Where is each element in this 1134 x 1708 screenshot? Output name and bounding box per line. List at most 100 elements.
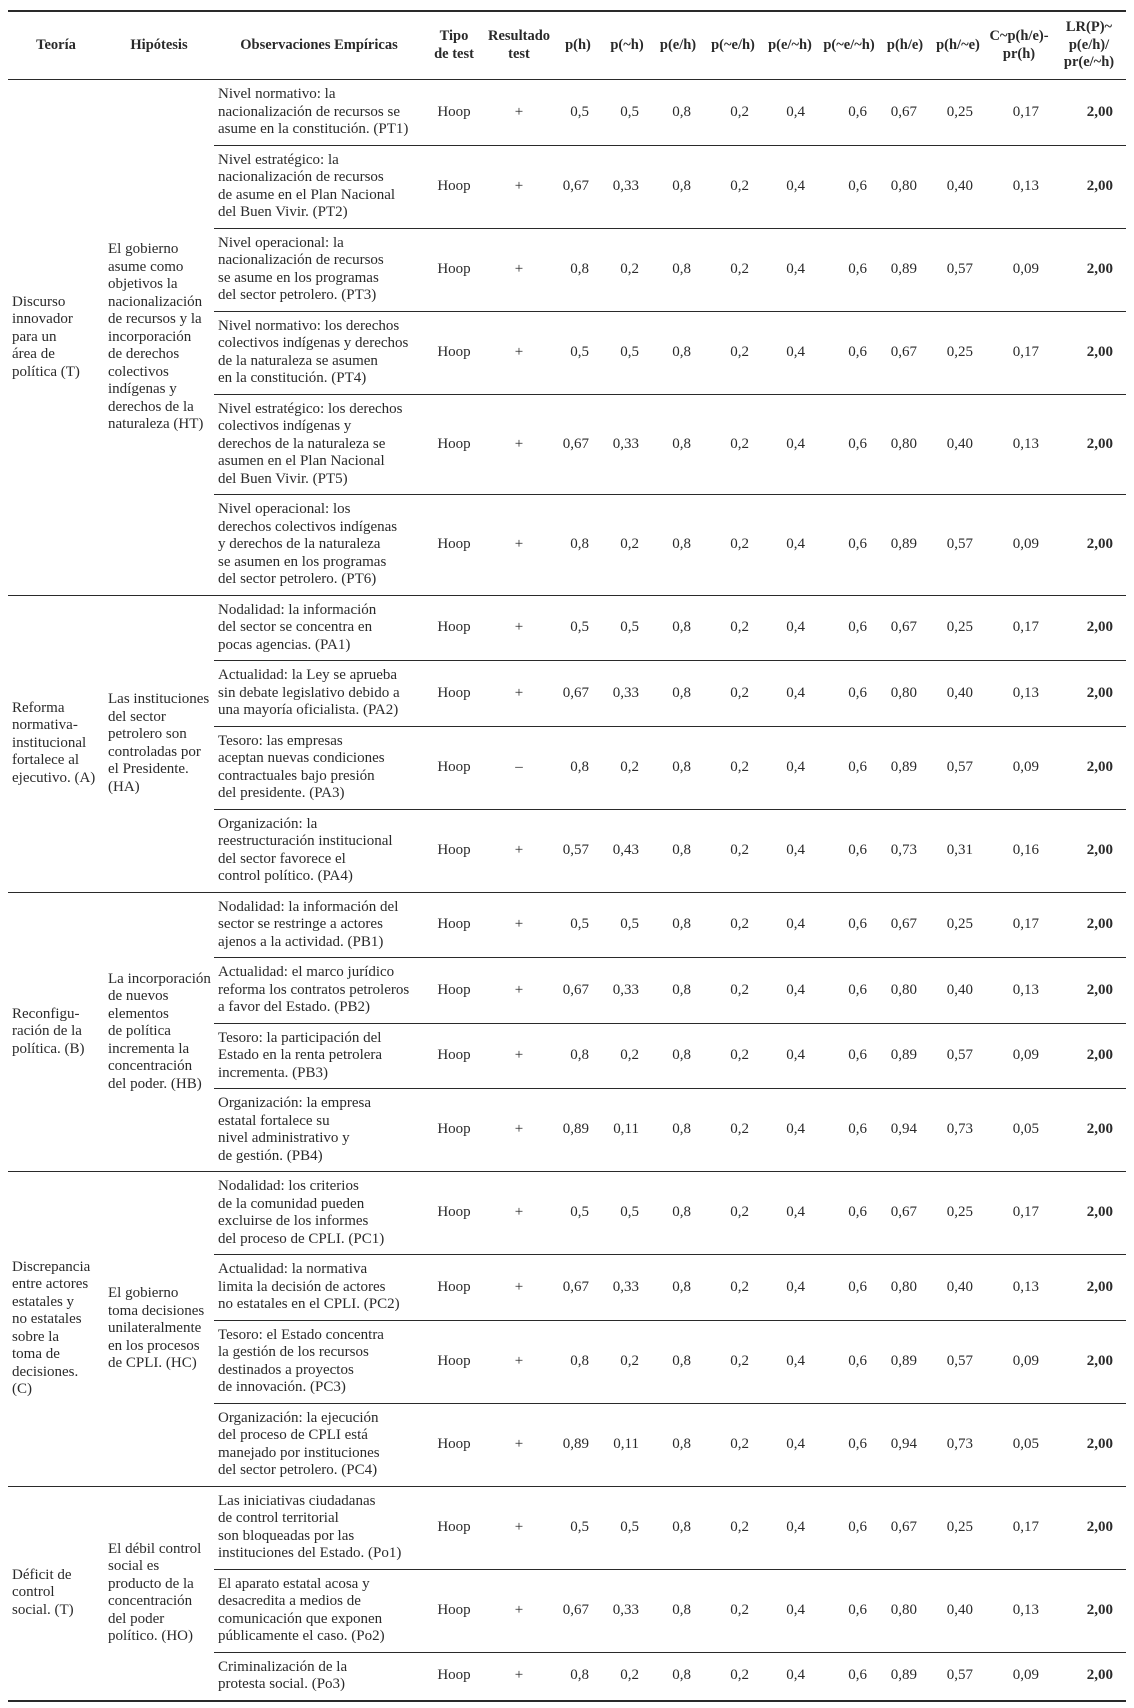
value-cell: 0,5 — [602, 310, 652, 395]
resultado-test-cell: – — [484, 725, 554, 810]
value-cell: 0,33 — [602, 957, 652, 1024]
value-cell: 0,17 — [986, 1171, 1052, 1255]
observation-row: Reconfigu- ración de la política. (B) La … — [8, 891, 1126, 1172]
value-cell: 0,09 — [986, 227, 1052, 312]
value-cell: 0,11 — [602, 1402, 652, 1487]
observacion-cell: Nivel estratégico: la nacionalización de… — [214, 144, 424, 229]
tipo-test-cell: Hoop — [424, 144, 484, 229]
value-cell: 0,4 — [762, 891, 818, 958]
value-cell: 0,6 — [818, 1319, 880, 1404]
value-cell: 0,67 — [880, 310, 930, 395]
observation-row: Tesoro: la participación del Estado en l… — [8, 1022, 1126, 1089]
value-cell: 0,40 — [930, 1254, 986, 1321]
tipo-test-cell: Hoop — [424, 1171, 484, 1255]
observacion-cell: Tesoro: la participación del Estado en l… — [214, 1022, 424, 1089]
observation-row: Reforma normativa- institucional fortale… — [8, 594, 1126, 893]
value-cell: 0,8 — [652, 310, 704, 395]
tipo-test-cell: Hoop — [424, 310, 484, 395]
observation-row: Nivel estratégico: los derechos colectiv… — [8, 393, 1126, 495]
value-cell: 0,4 — [762, 594, 818, 661]
tipo-test-cell: Hoop — [424, 1254, 484, 1321]
resultado-test-cell: + — [484, 594, 554, 661]
value-cell: 0,8 — [554, 227, 602, 312]
value-cell: 0,5 — [602, 594, 652, 661]
tipo-test-cell: Hoop — [424, 594, 484, 661]
value-cell: 0,4 — [762, 808, 818, 893]
observation-row: Actualidad: la normativa limita la decis… — [8, 1254, 1126, 1321]
value-cell: 0,8 — [652, 725, 704, 810]
value-cell: 0,2 — [704, 1022, 762, 1089]
value-cell: 0,6 — [818, 1171, 880, 1255]
value-cell: 0,80 — [880, 144, 930, 229]
value-cell: 2,00 — [1052, 725, 1126, 810]
value-cell: 0,80 — [880, 1254, 930, 1321]
resultado-test-cell: + — [484, 227, 554, 312]
value-cell: 2,00 — [1052, 1485, 1126, 1570]
value-cell: 0,5 — [602, 891, 652, 958]
value-cell: 0,6 — [818, 891, 880, 958]
value-cell: 0,5 — [602, 1485, 652, 1570]
value-cell: 0,2 — [704, 494, 762, 596]
hipotesis-cell: El débil control social es producto de l… — [104, 1485, 214, 1701]
column-header-13: C~p(h/e)- pr(h) — [989, 27, 1049, 62]
value-cell: 0,13 — [986, 393, 1052, 495]
tipo-test-cell: Hoop — [424, 808, 484, 893]
value-cell: 2,00 — [1052, 1171, 1126, 1255]
value-cell: 0,57 — [930, 1319, 986, 1404]
hipotesis-cell: El gobierno asume como objetivos la naci… — [104, 79, 214, 596]
value-cell: 2,00 — [1052, 79, 1126, 146]
value-cell: 0,5 — [554, 891, 602, 958]
value-cell: 2,00 — [1052, 227, 1126, 312]
value-cell: 0,05 — [986, 1088, 1052, 1172]
column-header-7: p(e/h) — [659, 36, 697, 53]
value-cell: 0,13 — [986, 1254, 1052, 1321]
column-header-12: p(h/~e) — [936, 36, 980, 53]
value-cell: 0,2 — [704, 660, 762, 727]
column-header-14: LR(P)~ p(e/h)/ pr(e/~h) — [1063, 19, 1115, 71]
tipo-test-cell: Hoop — [424, 494, 484, 596]
observation-row: Nivel estratégico: la nacionalización de… — [8, 144, 1126, 229]
value-cell: 0,2 — [704, 79, 762, 146]
tipo-test-cell: Hoop — [424, 393, 484, 495]
value-cell: 0,09 — [986, 494, 1052, 596]
value-cell: 0,31 — [930, 808, 986, 893]
value-cell: 0,2 — [704, 808, 762, 893]
hipotesis-cell: Las instituciones del sector petrolero s… — [104, 594, 214, 893]
value-cell: 2,00 — [1052, 1568, 1126, 1653]
value-cell: 0,8 — [652, 393, 704, 495]
value-cell: 0,2 — [704, 144, 762, 229]
value-cell: 0,8 — [652, 1402, 704, 1487]
value-cell: 0,8 — [554, 1022, 602, 1089]
value-cell: 0,13 — [986, 957, 1052, 1024]
value-cell: 0,2 — [704, 1651, 762, 1701]
value-cell: 0,6 — [818, 144, 880, 229]
observacion-cell: Nodalidad: la información del sector se … — [214, 891, 424, 958]
value-cell: 0,57 — [930, 494, 986, 596]
value-cell: 0,25 — [930, 1485, 986, 1570]
value-cell: 0,8 — [554, 1319, 602, 1404]
value-cell: 2,00 — [1052, 1022, 1126, 1089]
value-cell: 0,2 — [704, 227, 762, 312]
value-cell: 0,2 — [704, 1485, 762, 1570]
hipotesis-cell: La incorporación de nuevos elementos de … — [104, 891, 214, 1172]
observation-row: Discurso innovador para un área de polít… — [8, 79, 1126, 596]
value-cell: 0,4 — [762, 310, 818, 395]
value-cell: 0,4 — [762, 79, 818, 146]
value-cell: 0,17 — [986, 1485, 1052, 1570]
value-cell: 0,73 — [930, 1402, 986, 1487]
value-cell: 0,89 — [554, 1088, 602, 1172]
resultado-test-cell: + — [484, 808, 554, 893]
resultado-test-cell: + — [484, 1402, 554, 1487]
value-cell: 0,6 — [818, 725, 880, 810]
value-cell: 0,33 — [602, 1568, 652, 1653]
resultado-test-cell: + — [484, 1088, 554, 1172]
value-cell: 0,6 — [818, 79, 880, 146]
value-cell: 0,67 — [880, 79, 930, 146]
value-cell: 2,00 — [1052, 144, 1126, 229]
column-header-6: p(~h) — [610, 36, 644, 53]
value-cell: 0,25 — [930, 1171, 986, 1255]
value-cell: 0,17 — [986, 79, 1052, 146]
value-cell: 0,8 — [652, 494, 704, 596]
value-cell: 0,13 — [986, 660, 1052, 727]
value-cell: 0,8 — [652, 1022, 704, 1089]
